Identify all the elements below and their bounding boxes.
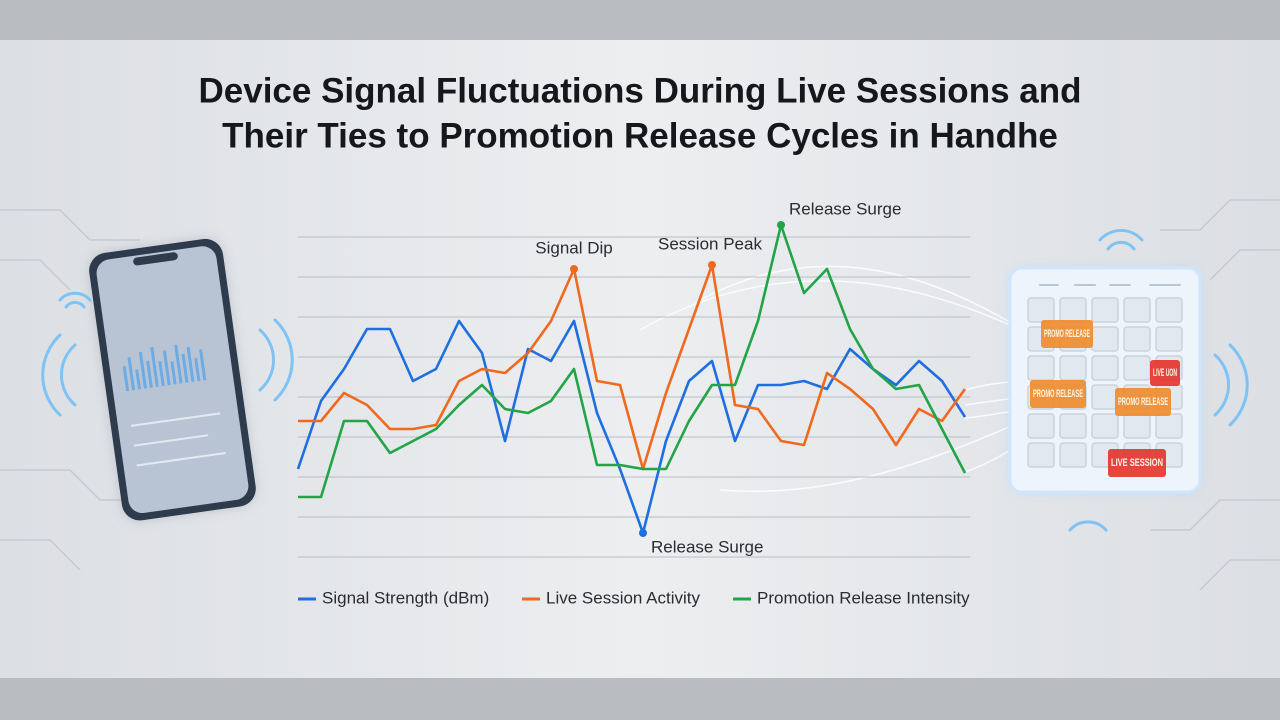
panel-cell (1059, 355, 1087, 381)
annotations: Signal Dip Session Peak Release Surge Relea… (535, 199, 901, 556)
panel-tag-box (1150, 360, 1180, 386)
legend-label: Promotion Release Intensity (757, 588, 970, 607)
series-line (298, 263, 967, 471)
panel-cell (1059, 442, 1087, 468)
panel-cell (1155, 326, 1183, 352)
panel-cell (1091, 297, 1119, 323)
panel-cell (1155, 297, 1183, 323)
panel-cell (1091, 384, 1119, 410)
annotation-dot (777, 221, 785, 229)
panel-tag: PROMO RELEASE (1044, 328, 1090, 340)
circuit-traces (0, 199, 1280, 591)
panel-tag: PROMO RELEASE (1033, 388, 1083, 400)
panel-tag: LIVE SESSION (1111, 457, 1163, 469)
annotation: Release Surge (789, 199, 901, 218)
annotation: Release Surge (651, 537, 763, 556)
panel-cell (1059, 413, 1087, 439)
panel-cell (1123, 355, 1151, 381)
annotation-dot (708, 261, 716, 269)
annotation-dot (570, 265, 578, 273)
panel-cell (1091, 326, 1119, 352)
chart-title: Device Signal Fluctuations During Live S… (199, 71, 1082, 110)
panel-tag: PROMO RELEASE (1118, 396, 1168, 408)
legend: Signal Strength (dBm) Live Session Activi… (298, 588, 970, 607)
annotation: Session Peak (658, 234, 762, 253)
panel-tags: PROMO RELEASE LIVE UON PROMO RELEASE PROMO … (1030, 320, 1180, 477)
wifi-icons (41, 229, 1249, 532)
panel-cell (1027, 297, 1055, 323)
panel-cell (1123, 326, 1151, 352)
panel-tag-box (1041, 320, 1093, 348)
phone (89, 238, 256, 521)
panel-tag-box (1115, 388, 1171, 416)
panel-cell (1155, 413, 1183, 439)
legend-label: Signal Strength (dBm) (322, 588, 489, 607)
panel-cell (1027, 442, 1055, 468)
series-line (298, 223, 967, 499)
lines (296, 223, 967, 535)
chart-title: Their Ties to Promotion Release Cycles i… (222, 116, 1058, 155)
panel-tag-box (1030, 380, 1086, 408)
panel-cell (1027, 413, 1055, 439)
panel-cell (1091, 413, 1119, 439)
annotation: Signal Dip (535, 238, 613, 257)
panel-cell (1123, 297, 1151, 323)
panel-tag-box (1108, 449, 1166, 477)
panel-cell (1123, 413, 1151, 439)
panel-cell (1027, 355, 1055, 381)
legend-label: Live Session Activity (546, 588, 701, 607)
panel-cell (1091, 355, 1119, 381)
annotation-dot (639, 529, 647, 537)
panel-tag: LIVE UON (1153, 367, 1177, 379)
series-line (296, 319, 967, 535)
panel-cell (1059, 297, 1087, 323)
